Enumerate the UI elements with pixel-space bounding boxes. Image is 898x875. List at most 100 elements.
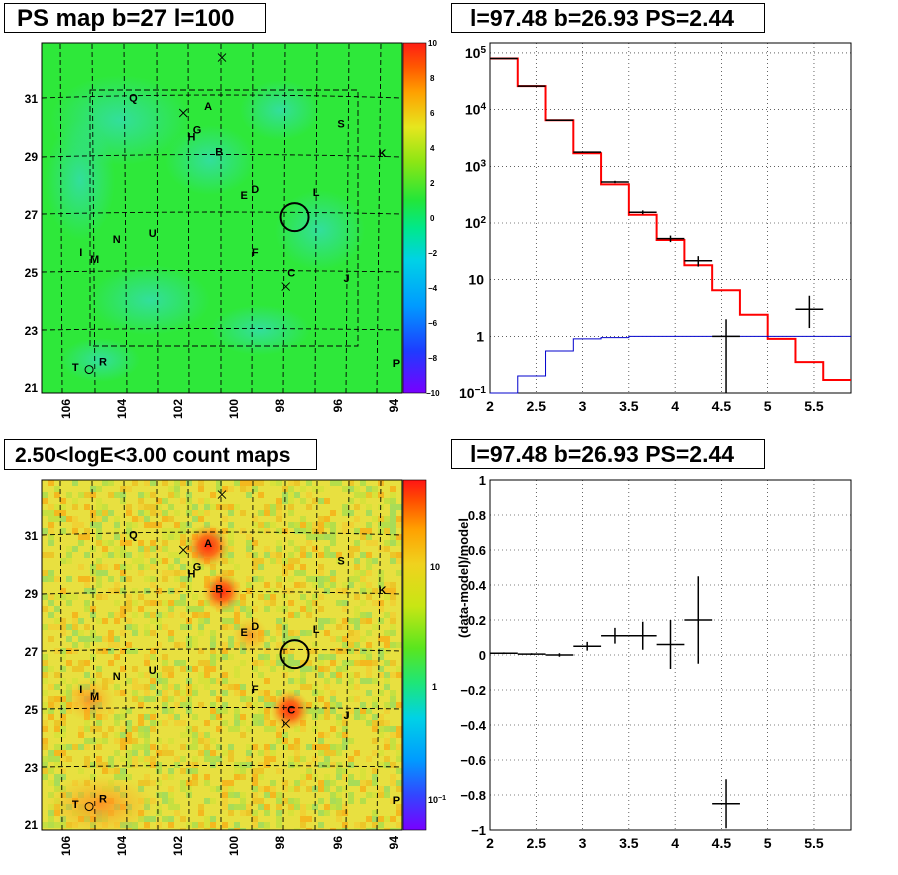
count-pixel: [78, 618, 84, 624]
count-pixel: [210, 738, 216, 744]
count-pixel: [186, 504, 192, 510]
count-pixel: [102, 642, 108, 648]
count-pixel: [396, 642, 402, 648]
source-label-b: B: [215, 146, 223, 158]
count-pixel: [96, 762, 102, 768]
count-pixel: [204, 672, 210, 678]
count-pixel: [120, 612, 126, 618]
count-pixel: [102, 504, 108, 510]
count-pixel: [156, 612, 162, 618]
count-pixel: [264, 552, 270, 558]
count-pixel: [318, 606, 324, 612]
count-pixel: [126, 558, 132, 564]
count-pixel: [384, 762, 390, 768]
count-pixel: [318, 624, 324, 630]
count-pixel: [102, 540, 108, 546]
count-pixel: [294, 606, 300, 612]
count-pixel: [282, 666, 288, 672]
count-pixel: [264, 528, 270, 534]
count-pixel: [294, 546, 300, 552]
count-pixel: [180, 642, 186, 648]
count-pixel: [312, 702, 318, 708]
count-pixel: [282, 630, 288, 636]
count-pixel: [90, 672, 96, 678]
count-pixel: [90, 486, 96, 492]
count-pixel: [156, 780, 162, 786]
count-pixel: [372, 822, 378, 828]
spec-x-tick: 3.5: [619, 398, 639, 414]
count-pixel: [108, 756, 114, 762]
count-pixel: [156, 606, 162, 612]
count-pixel: [66, 600, 72, 606]
count-pixel: [186, 780, 192, 786]
count-pixel: [126, 606, 132, 612]
count-pixel: [240, 528, 246, 534]
count-pixel: [354, 648, 360, 654]
count-pixel: [282, 636, 288, 642]
count-pixel: [198, 600, 204, 606]
count-pixel: [354, 558, 360, 564]
count-pixel: [396, 822, 402, 828]
count-pixel: [162, 696, 168, 702]
count-pixel: [270, 720, 276, 726]
count-pixel: [342, 504, 348, 510]
count-pixel: [144, 510, 150, 516]
source-label-i: I: [79, 247, 82, 259]
count-pixel: [234, 540, 240, 546]
count-pixel: [198, 666, 204, 672]
count-pixel: [342, 666, 348, 672]
ps-grid-line: [156, 43, 159, 394]
count-pixel: [114, 582, 120, 588]
count-pixel: [318, 714, 324, 720]
count-pixel: [318, 696, 324, 702]
count-pixel: [180, 696, 186, 702]
ps-grid-line: [314, 43, 318, 394]
count-pixel: [288, 654, 294, 660]
count-pixel: [198, 702, 204, 708]
count-pixel: [312, 576, 318, 582]
count-pixel: [288, 600, 294, 606]
count-pixel: [156, 720, 162, 726]
count-pixel: [348, 684, 354, 690]
count-pixel: [150, 678, 156, 684]
count-pixel: [222, 516, 228, 522]
count-pixel: [276, 654, 282, 660]
count-pixel: [78, 768, 84, 774]
count-pixel: [168, 714, 174, 720]
count-pixel: [246, 612, 252, 618]
count-pixel: [126, 708, 132, 714]
cnt-cbar-tick: 10: [430, 562, 440, 572]
count-pixel: [342, 690, 348, 696]
count-pixel: [138, 558, 144, 564]
count-pixel: [294, 798, 300, 804]
count-colorbar-ticks: 10 1 10−1: [428, 562, 446, 805]
count-pixel: [342, 726, 348, 732]
count-pixel: [246, 702, 252, 708]
count-pixel: [306, 480, 312, 486]
count-pixel: [378, 762, 384, 768]
count-pixel: [54, 492, 60, 498]
count-pixel: [396, 702, 402, 708]
residual-point: [545, 653, 574, 657]
count-pixel: [276, 516, 282, 522]
count-pixel: [126, 672, 132, 678]
count-pixel: [258, 564, 264, 570]
count-pixel: [252, 714, 258, 720]
count-pixel: [168, 486, 174, 492]
count-pixel: [84, 624, 90, 630]
count-pixel: [180, 600, 186, 606]
count-pixel: [336, 750, 342, 756]
count-pixel: [126, 522, 132, 528]
count-pixel: [138, 684, 144, 690]
count-pixel: [342, 528, 348, 534]
count-pixel: [180, 768, 186, 774]
count-pixel: [276, 480, 282, 486]
count-pixel: [366, 564, 372, 570]
count-pixel: [228, 642, 234, 648]
hotspot: [270, 690, 310, 730]
count-pixel: [162, 684, 168, 690]
count-pixel: [348, 756, 354, 762]
count-pixel: [186, 642, 192, 648]
count-pixel: [246, 750, 252, 756]
spec-x-tick: 5: [764, 398, 772, 414]
